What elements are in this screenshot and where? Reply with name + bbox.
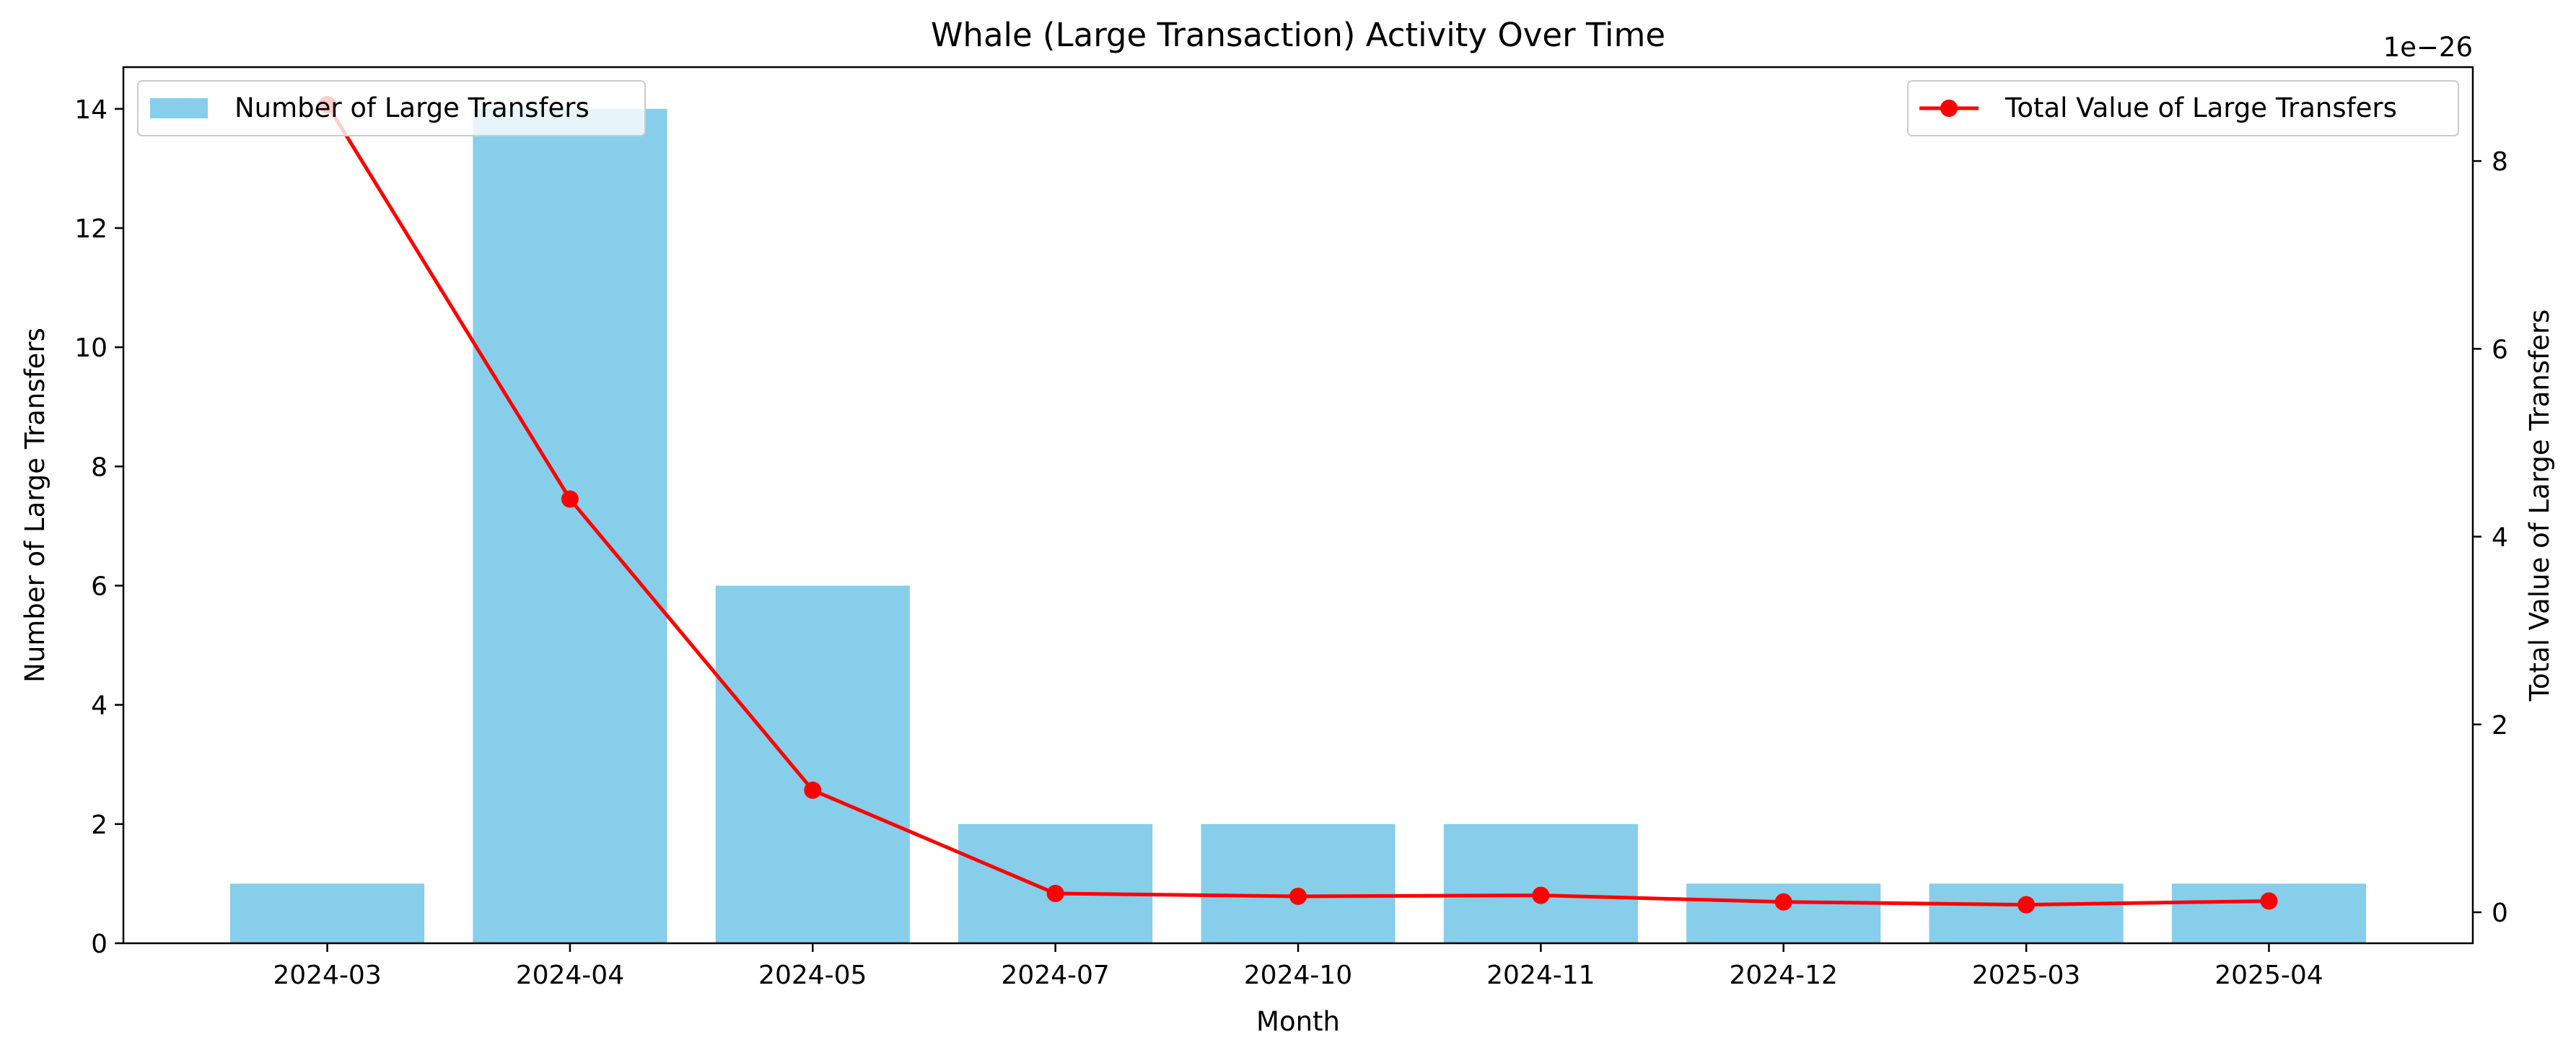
left-tick-label-14: 14 bbox=[74, 95, 108, 125]
bars-layer bbox=[230, 108, 2366, 943]
x-tick-label-2024-11: 2024-11 bbox=[1486, 961, 1595, 990]
left-tick-label-4: 4 bbox=[91, 691, 108, 721]
x-tick-label-2024-10: 2024-10 bbox=[1244, 961, 1352, 990]
left-y-axis-ticks: 0 2 4 6 8 10 12 14 bbox=[74, 95, 123, 959]
x-tick-label-2024-12: 2024-12 bbox=[1730, 961, 1838, 990]
legend-bars-box bbox=[137, 80, 646, 136]
bar-2024-03 bbox=[230, 883, 425, 943]
right-y-axis-ticks: 0 2 4 6 8 bbox=[2473, 147, 2508, 928]
right-axis-offset-label: 1e−26 bbox=[2383, 32, 2473, 63]
bar-2025-03 bbox=[1929, 883, 2124, 943]
legend-bars: Number of Large Transfers bbox=[137, 80, 646, 136]
bar-2024-12 bbox=[1686, 883, 1881, 943]
line-point-2024-07 bbox=[1046, 885, 1064, 903]
line-point-2024-11 bbox=[1532, 886, 1550, 904]
right-tick-label-8: 8 bbox=[2492, 147, 2508, 177]
left-tick-label-2: 2 bbox=[91, 810, 108, 840]
x-tick-label-2024-03: 2024-03 bbox=[273, 961, 381, 990]
left-tick-label-12: 12 bbox=[74, 214, 108, 244]
bar-2024-10 bbox=[1201, 823, 1396, 943]
left-y-axis-label: Number of Large Transfers bbox=[19, 328, 51, 683]
legend-line-label: Total Value of Large Transfers bbox=[2005, 92, 2397, 123]
line-point-2025-03 bbox=[2018, 896, 2036, 914]
legend-line: Total Value of Large Transfers bbox=[1907, 80, 2459, 136]
left-tick-label-10: 10 bbox=[74, 333, 108, 363]
left-tick-label-0: 0 bbox=[91, 930, 108, 959]
bar-2024-05 bbox=[715, 585, 910, 943]
bar-2024-07 bbox=[958, 823, 1153, 943]
bar-2024-11 bbox=[1443, 823, 1638, 943]
line-point-2024-12 bbox=[1774, 893, 1792, 911]
line-point-2024-10 bbox=[1289, 887, 1307, 905]
right-tick-label-0: 0 bbox=[2492, 899, 2508, 928]
left-tick-label-8: 8 bbox=[91, 453, 108, 482]
x-tick-label-2024-07: 2024-07 bbox=[1001, 961, 1109, 990]
x-axis-ticks: 2024-03 2024-04 2024-05 2024-07 2024-10 2024-… bbox=[273, 943, 2323, 990]
legend-bars-label: Number of Large Transfers bbox=[235, 92, 590, 123]
right-tick-label-4: 4 bbox=[2492, 523, 2508, 553]
bar-2024-04 bbox=[473, 108, 667, 943]
line-point-2024-05 bbox=[804, 781, 822, 799]
line-point-2025-04 bbox=[2260, 892, 2278, 910]
x-tick-label-2024-04: 2024-04 bbox=[516, 961, 624, 990]
left-tick-label-6: 6 bbox=[91, 572, 108, 601]
legend-bars-swatch bbox=[150, 98, 208, 118]
right-tick-label-2: 2 bbox=[2492, 711, 2508, 740]
x-axis-label: Month bbox=[1256, 1006, 1340, 1037]
chart-title: Whale (Large Transaction) Activity Over … bbox=[931, 16, 1665, 54]
legend-line-box bbox=[1907, 80, 2459, 136]
right-tick-label-6: 6 bbox=[2492, 335, 2508, 364]
x-tick-label-2024-05: 2024-05 bbox=[758, 961, 867, 990]
x-tick-label-2025-04: 2025-04 bbox=[2214, 961, 2323, 990]
legend-line-marker bbox=[1940, 100, 1958, 117]
x-tick-label-2025-03: 2025-03 bbox=[1972, 961, 2080, 990]
right-y-axis-label: Total Value of Large Transfers bbox=[2524, 310, 2555, 702]
line-point-2024-04 bbox=[561, 490, 579, 508]
